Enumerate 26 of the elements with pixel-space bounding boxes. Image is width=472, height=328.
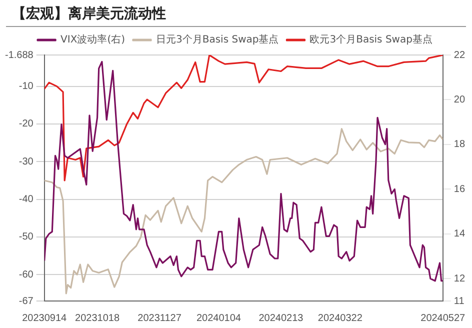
y2-tick-label: 12 bbox=[454, 273, 466, 284]
x-tick-label: 20240213 bbox=[258, 312, 304, 324]
y-tick-label: -40 bbox=[18, 194, 34, 206]
x-tick-label: 20231127 bbox=[138, 312, 182, 324]
y2-tick-label: 16 bbox=[454, 184, 466, 195]
y2-tick-label: 22 bbox=[454, 50, 466, 61]
x-tick-label: 20230914 bbox=[22, 312, 68, 324]
y-tick-label: -60 bbox=[18, 269, 34, 280]
x-tick-label: 20240322 bbox=[318, 312, 363, 324]
y2-tick-label: 14 bbox=[454, 228, 466, 240]
y-tick-label: -20 bbox=[18, 118, 34, 130]
x-tick-label: 20240104 bbox=[196, 312, 242, 324]
x-tick-label: 20240527 bbox=[420, 312, 466, 324]
y2-tick-label: 20 bbox=[454, 94, 466, 106]
y2-tick-label: 18 bbox=[454, 139, 466, 150]
y2-tick-label: 11 bbox=[454, 296, 465, 307]
x-tick-label: 20231018 bbox=[75, 312, 120, 324]
legend-label: 欧元3个月Basis Swap基点 bbox=[310, 34, 432, 46]
y-tick-label: -10 bbox=[18, 81, 34, 92]
y-tick-label: -67 bbox=[18, 296, 34, 307]
legend-label: 日元3个月Basis Swap基点 bbox=[156, 34, 279, 46]
y-tick-label: -30 bbox=[18, 156, 34, 168]
chart-title: 【宏观】离岸美元流动性 bbox=[6, 4, 466, 27]
legend-label: VIX波动率(右) bbox=[60, 34, 126, 46]
y-tick-label: -1.688 bbox=[4, 50, 34, 61]
y-tick-label: -50 bbox=[18, 232, 34, 243]
